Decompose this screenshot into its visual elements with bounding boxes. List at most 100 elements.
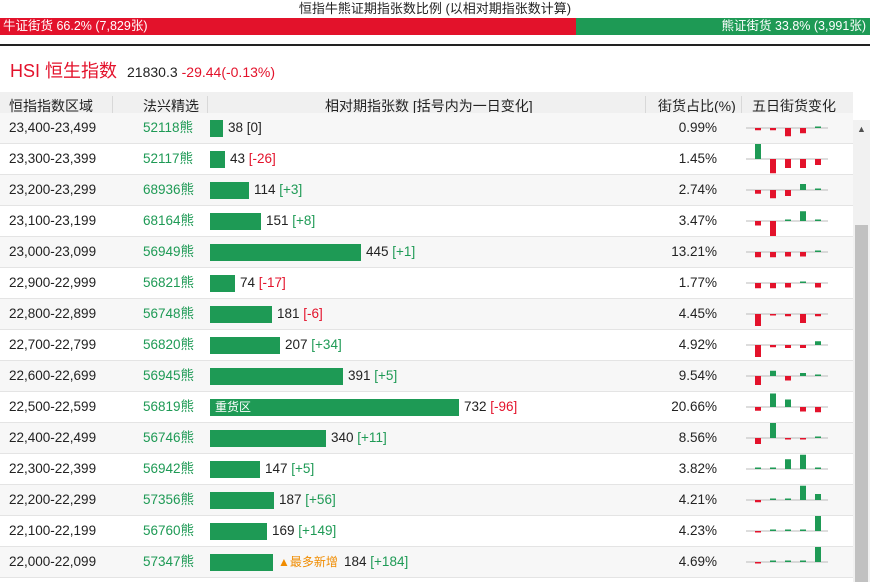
row-contracts-count: 169 bbox=[272, 523, 295, 538]
trend-day-bar bbox=[785, 498, 791, 500]
index-value: 21830.3 bbox=[127, 64, 178, 80]
trend-day-bar bbox=[815, 516, 821, 531]
row-range: 22,000-22,099 bbox=[9, 554, 97, 569]
row-warrant-code-link[interactable]: 57347熊 bbox=[143, 554, 195, 569]
trend-day-bar bbox=[785, 345, 791, 348]
trend-day-bar bbox=[770, 498, 776, 500]
row-warrant-code-link[interactable]: 56819熊 bbox=[143, 399, 195, 414]
trend-day-bar bbox=[800, 314, 806, 323]
row-contracts-change: [-26] bbox=[248, 151, 276, 166]
scrollbar-thumb[interactable] bbox=[855, 225, 868, 582]
row-warrant-code-link[interactable]: 56760熊 bbox=[143, 523, 195, 538]
row-outstanding-pct: 1.77% bbox=[678, 275, 717, 290]
trend-day-bar bbox=[785, 376, 791, 381]
row-outstanding-pct: 3.47% bbox=[678, 213, 717, 228]
row-contracts-value: 340 [+11] bbox=[331, 423, 387, 453]
section-divider bbox=[0, 44, 870, 46]
table-row: 22,300-22,399 56942熊 147 [+5] 3.82% bbox=[0, 454, 853, 485]
row-warrant-code-link[interactable]: 56945熊 bbox=[143, 368, 195, 383]
trend-day-bar bbox=[785, 128, 791, 137]
trend-day-bar bbox=[755, 500, 761, 503]
row-contracts-change: [+8] bbox=[292, 213, 316, 228]
trend-day-bar bbox=[770, 252, 776, 258]
trend-day-bar bbox=[755, 190, 761, 194]
row-contracts-change: [+1] bbox=[392, 244, 416, 259]
row-range: 22,100-22,199 bbox=[9, 523, 97, 538]
trend-day-bar bbox=[800, 281, 806, 283]
row-contracts-count: 43 bbox=[230, 151, 246, 166]
row-five-day-trend-chart bbox=[746, 144, 828, 174]
trend-day-bar bbox=[755, 376, 761, 385]
bull-ratio-segment: 牛证街货 66.2% (7,829张) bbox=[0, 18, 576, 35]
trend-day-bar bbox=[815, 374, 821, 376]
row-warrant-code-link[interactable]: 52118熊 bbox=[143, 120, 194, 135]
row-warrant-code-link[interactable]: 56949熊 bbox=[143, 244, 195, 259]
trend-day-bar bbox=[770, 283, 776, 289]
row-warrant-code-link[interactable]: 56746熊 bbox=[143, 430, 195, 445]
trend-day-bar bbox=[815, 219, 821, 221]
row-five-day-trend-chart bbox=[746, 423, 828, 444]
row-warrant-code-link[interactable]: 56820熊 bbox=[143, 337, 195, 352]
row-warrant-code-link[interactable]: 56748熊 bbox=[143, 306, 195, 321]
row-warrant-code-link[interactable]: 57356熊 bbox=[143, 492, 195, 507]
row-range: 22,600-22,699 bbox=[9, 368, 97, 383]
row-outstanding-pct: 4.69% bbox=[678, 554, 717, 569]
trend-day-bar bbox=[770, 159, 776, 174]
trend-day-bar bbox=[755, 562, 761, 564]
table-row: 22,900-22,999 56821熊 74 [-17] 1.77% bbox=[0, 268, 853, 299]
trend-day-bar bbox=[800, 560, 806, 562]
row-outstanding-pct: 20.66% bbox=[671, 399, 717, 414]
row-range: 22,300-22,399 bbox=[9, 461, 97, 476]
row-outstanding-pct: 1.45% bbox=[678, 151, 717, 166]
column-header-pct: 街货占比(%) bbox=[658, 98, 736, 114]
vertical-scrollbar[interactable]: ▲ bbox=[853, 120, 870, 582]
row-contracts-value: 445 [+1] bbox=[366, 237, 415, 267]
trend-day-bar bbox=[770, 314, 776, 316]
scroll-up-arrow-icon[interactable]: ▲ bbox=[857, 124, 866, 134]
trend-day-bar bbox=[800, 184, 806, 190]
trend-day-bar bbox=[800, 345, 806, 348]
row-warrant-code-link[interactable]: 56942熊 bbox=[143, 461, 195, 476]
trend-day-bar bbox=[785, 459, 791, 469]
row-outstanding-pct: 4.45% bbox=[678, 306, 717, 321]
row-five-day-trend-chart bbox=[746, 184, 828, 199]
bear-distribution-table: 恒指指数区域 法兴精选 相对期指张数 [括号内为一日变化] 街货占比(%) 五日… bbox=[0, 92, 853, 582]
table-row: 22,200-22,299 57356熊 187 [+56] 4.21% bbox=[0, 485, 853, 516]
trend-day-bar bbox=[770, 190, 776, 199]
trend-day-bar bbox=[770, 393, 776, 407]
row-range: 22,200-22,299 bbox=[9, 492, 97, 507]
row-warrant-code-link[interactable]: 68164熊 bbox=[143, 213, 195, 228]
row-contracts-bar bbox=[210, 492, 274, 509]
row-outstanding-pct: 8.56% bbox=[678, 430, 717, 445]
row-contracts-value: 187 [+56] bbox=[279, 485, 336, 515]
trend-day-bar bbox=[785, 314, 791, 317]
bull-bear-ratio-bar: 牛证街货 66.2% (7,829张) 熊证街货 33.8% (3,991张) bbox=[0, 18, 870, 35]
trend-day-bar bbox=[815, 283, 821, 288]
row-warrant-code-link[interactable]: 68936熊 bbox=[143, 182, 195, 197]
table-row: 23,400-23,499 52118熊 38 [0] 0.99% bbox=[0, 113, 853, 144]
trend-day-bar bbox=[785, 438, 791, 440]
trend-day-bar bbox=[785, 283, 791, 288]
row-range: 22,400-22,499 bbox=[9, 430, 97, 445]
row-contracts-change: [+3] bbox=[279, 182, 303, 197]
column-separator bbox=[112, 96, 113, 116]
row-warrant-code-link[interactable]: 52117熊 bbox=[143, 151, 194, 166]
trend-day-bar bbox=[800, 485, 806, 500]
trend-day-bar bbox=[800, 211, 806, 221]
index-change: -29.44(-0.13%) bbox=[181, 64, 276, 80]
trend-day-bar bbox=[755, 407, 761, 411]
column-separator bbox=[645, 96, 646, 116]
row-five-day-trend-chart bbox=[746, 370, 828, 385]
trend-day-bar bbox=[755, 438, 761, 444]
trend-day-bar bbox=[755, 128, 761, 131]
row-outstanding-pct: 2.74% bbox=[678, 182, 717, 197]
row-range: 22,500-22,599 bbox=[9, 399, 97, 414]
trend-day-bar bbox=[815, 314, 821, 317]
row-warrant-code-link[interactable]: 56821熊 bbox=[143, 275, 195, 290]
row-contracts-value: 391 [+5] bbox=[348, 361, 397, 391]
row-contracts-change: [-6] bbox=[303, 306, 323, 321]
table-row: 22,600-22,699 56945熊 391 [+5] 9.54% bbox=[0, 361, 853, 392]
row-outstanding-pct: 4.21% bbox=[678, 492, 717, 507]
trend-day-bar bbox=[800, 438, 806, 440]
table-row: 22,500-22,599 56819熊 重货区 732 [-96] 20.66% bbox=[0, 392, 853, 423]
